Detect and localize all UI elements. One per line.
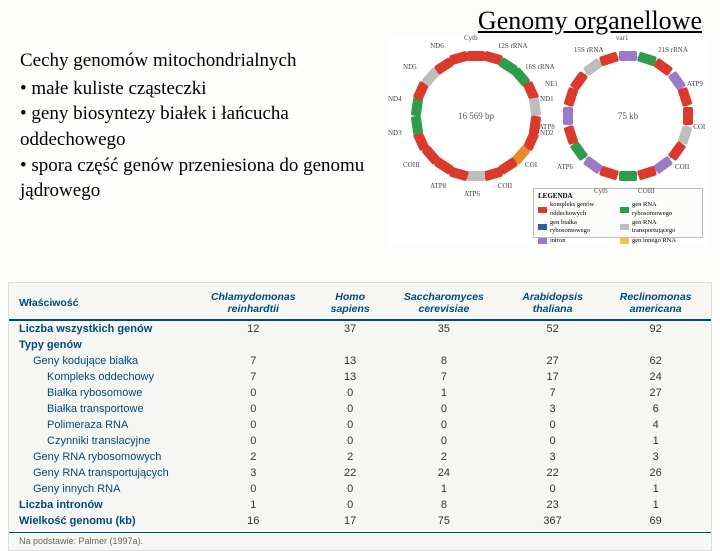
table-row: Geny innych RNA00101 xyxy=(9,481,711,497)
plasmid-panel: 16 569 bp 75 kb LEGENDAkompleks genów od… xyxy=(388,36,708,246)
table-row: Wielkość genomu (kb)16177536769 xyxy=(9,513,711,529)
col-property: Właściwość xyxy=(9,287,189,320)
gene-label: ND5 xyxy=(403,63,417,71)
table-row: Typy genów xyxy=(9,337,711,353)
gene-label: ND1 xyxy=(540,95,554,103)
gene-segment xyxy=(410,115,422,134)
table-row: Geny RNA transportujących322242226 xyxy=(9,465,711,481)
gene-label: ND6 xyxy=(430,42,444,50)
gene-label: ATP6 xyxy=(464,190,480,198)
gene-label: COIII xyxy=(403,161,420,169)
gene-segment xyxy=(467,171,485,181)
table-row: Kompleks oddechowy71371724 xyxy=(9,369,711,385)
bullet-2: • geny biosyntezy białek i łańcucha odde… xyxy=(20,101,385,152)
intro-text: Cechy genomów mitochondrialnych • małe k… xyxy=(20,48,385,204)
gene-label: ATP6 xyxy=(557,163,573,171)
col-species: Saccharomycescerevisiae xyxy=(383,287,505,320)
bullet-3: • spora część genów przeniesiona do geno… xyxy=(20,153,385,204)
table-row: Białka transportowe00036 xyxy=(9,401,711,417)
table-note: Na podstawie: Palmer (1997a). xyxy=(9,532,711,546)
page-title: Genomy organellowe xyxy=(478,6,702,36)
gene-label: ND3 xyxy=(388,129,402,137)
gene-label: ATP8 xyxy=(430,182,446,190)
gene-label: COII xyxy=(498,182,512,190)
gene-segment xyxy=(619,171,637,181)
gene-label: 16S rRNA xyxy=(525,63,555,71)
gene-label: ATP9 xyxy=(687,80,703,88)
table-row: Geny kodujące białka71382762 xyxy=(9,353,711,369)
plasmid2-size: 75 kb xyxy=(568,111,688,121)
gene-label: 21S rRNA xyxy=(658,46,688,54)
table-row: Polimeraza RNA00004 xyxy=(9,417,711,433)
gene-segment xyxy=(619,51,637,61)
table-row: Białka rybosomowe001727 xyxy=(9,385,711,401)
gene-label: COII xyxy=(675,163,689,171)
gene-label: COIII xyxy=(638,187,655,195)
gene-label: ND4 xyxy=(388,95,402,103)
gene-segment xyxy=(563,107,573,125)
col-species: Chlamydomonasreinhardtii xyxy=(189,287,318,320)
legend: LEGENDAkompleks genów oddechowychgen RNA… xyxy=(533,188,703,238)
subtitle: Cechy genomów mitochondrialnych xyxy=(20,48,385,74)
gene-label: 15S rRNA xyxy=(574,46,604,54)
col-species: Reclinomonasamericana xyxy=(600,287,711,320)
gene-label: COI xyxy=(525,161,537,169)
col-species: Arabidopsisthaliana xyxy=(505,287,600,320)
table-row: Liczba intronów108231 xyxy=(9,497,711,513)
table-row: Czynniki translacyjne00001 xyxy=(9,433,711,449)
col-species: Homosapiens xyxy=(318,287,383,320)
table-row: Geny RNA rybosomowych22233 xyxy=(9,449,711,465)
gene-label: NE1 xyxy=(545,80,558,88)
gene-label: var1 xyxy=(616,34,628,42)
gene-segment xyxy=(683,107,693,125)
gene-label: ATP8 xyxy=(539,123,555,131)
gene-label: Cytb xyxy=(594,187,608,195)
gene-label: Cytb xyxy=(464,34,478,42)
gene-label: COI xyxy=(693,123,705,131)
plasmid1-size: 16 569 bp xyxy=(416,111,536,121)
table-row: Liczba wszystkich genów1237355292 xyxy=(9,320,711,337)
bullet-1: • małe kuliste cząsteczki xyxy=(20,76,385,102)
comparison-table: WłaściwośćChlamydomonasreinhardtiiHomosa… xyxy=(8,282,712,551)
gene-label: 12S rRNA xyxy=(498,42,528,50)
